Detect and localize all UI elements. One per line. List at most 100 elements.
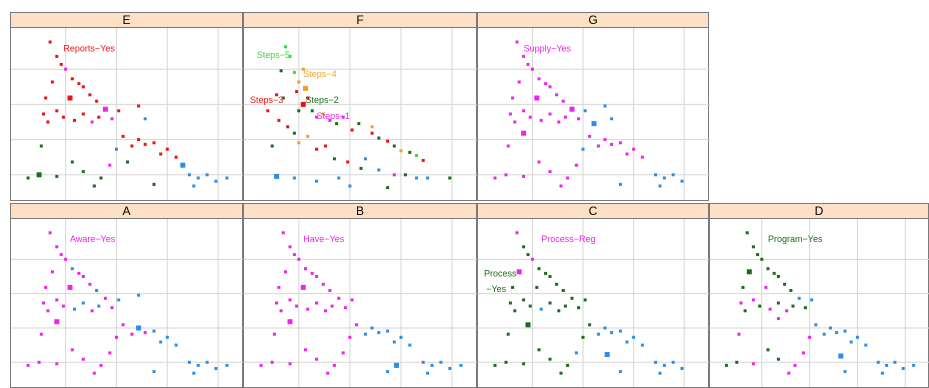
data-point: [515, 231, 519, 235]
data-point: [548, 170, 552, 174]
panel-d: D Program−Yes: [709, 203, 929, 388]
data-point: [843, 370, 847, 374]
data-point: [110, 306, 114, 310]
strip-label: G: [477, 12, 709, 28]
data-point: [81, 357, 85, 361]
data-point: [577, 306, 581, 310]
data-point: [506, 332, 510, 336]
data-point: [303, 85, 308, 91]
data-point: [439, 360, 443, 364]
strip-label: C: [477, 203, 709, 219]
data-point: [724, 363, 728, 367]
data-point: [377, 168, 381, 172]
data-point: [277, 118, 281, 122]
data-point: [279, 69, 283, 73]
panel-f: F Steps−5 Steps−4 Steps−3 Steps−2 Steps−1: [243, 12, 478, 201]
data-point: [315, 115, 319, 119]
data-point: [275, 301, 279, 305]
data-point: [99, 363, 103, 367]
data-point: [292, 253, 296, 257]
strip-label: B: [243, 203, 477, 219]
point-label: Have−Yes: [303, 234, 344, 244]
data-point: [97, 115, 101, 119]
data-point: [275, 93, 279, 97]
data-point: [284, 45, 287, 49]
strip-label: D: [709, 203, 929, 219]
data-point: [377, 331, 381, 335]
data-point: [583, 109, 587, 113]
data-point: [274, 173, 280, 179]
data-point: [108, 351, 112, 355]
data-point: [737, 332, 741, 336]
point-label: Process−Reg: [541, 234, 595, 244]
data-point: [304, 267, 307, 271]
panel-a: A Aware−Yes: [10, 203, 244, 388]
data-point: [604, 352, 610, 357]
panel-e: E Reports−Yes: [10, 12, 244, 201]
data-point: [658, 371, 662, 375]
data-point: [603, 326, 607, 330]
data-point: [259, 363, 263, 367]
data-point: [324, 144, 327, 148]
data-point: [751, 362, 755, 366]
data-point: [350, 298, 354, 302]
data-point: [537, 77, 541, 81]
data-point: [37, 360, 41, 364]
data-point: [81, 275, 85, 278]
data-point: [548, 357, 552, 361]
data-point: [561, 99, 565, 103]
data-point: [117, 109, 121, 113]
data-point: [548, 301, 552, 305]
data-point: [530, 257, 534, 261]
data-point: [81, 112, 85, 116]
data-point: [745, 231, 749, 235]
data-point: [143, 142, 147, 146]
data-point: [48, 231, 52, 235]
data-point: [81, 301, 85, 305]
data-point: [55, 54, 59, 58]
data-point: [618, 182, 622, 186]
data-point: [625, 340, 629, 344]
data-point: [803, 306, 807, 310]
data-point: [130, 144, 134, 148]
data-point: [70, 160, 74, 164]
data-point: [73, 118, 76, 122]
data-point: [776, 357, 780, 361]
data-point: [559, 371, 563, 375]
strip-label: F: [243, 12, 477, 28]
data-point: [137, 104, 141, 108]
data-point: [735, 360, 739, 364]
data-point: [117, 298, 121, 302]
data-point: [539, 118, 543, 122]
data-point: [130, 332, 134, 336]
data-point: [392, 173, 396, 177]
point-label: Steps−5: [257, 50, 290, 60]
data-point: [522, 174, 526, 178]
data-point: [321, 282, 325, 286]
data-point: [511, 96, 515, 100]
data-point: [662, 363, 666, 367]
data-point: [534, 95, 540, 101]
data-point: [528, 115, 532, 119]
data-point: [522, 245, 526, 249]
data-point: [292, 70, 296, 74]
data-point: [849, 340, 853, 344]
data-point: [300, 101, 306, 107]
plot-area: Steps−5 Steps−4 Steps−3 Steps−2 Steps−1: [243, 28, 478, 201]
data-point: [26, 176, 30, 180]
data-point: [783, 282, 787, 286]
data-point: [143, 117, 147, 121]
data-point: [370, 326, 374, 330]
data-point: [287, 319, 293, 325]
data-point: [64, 67, 68, 71]
data-point: [521, 130, 527, 136]
data-point: [95, 289, 99, 292]
data-point: [192, 184, 196, 188]
data-point: [42, 112, 45, 116]
point-label: Steps−4: [303, 69, 336, 79]
data-point: [459, 363, 463, 367]
data-point: [426, 371, 430, 375]
data-point: [67, 284, 73, 290]
data-point: [73, 307, 76, 311]
scatter-plot: Supply−Yes: [478, 28, 710, 200]
